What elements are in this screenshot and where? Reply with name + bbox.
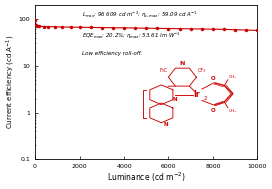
Y-axis label: Current efficiency (cd A$^{-1}$): Current efficiency (cd A$^{-1}$) [5,35,17,129]
X-axis label: Luminance (cd m$^{-2}$): Luminance (cd m$^{-2}$) [107,171,186,184]
Text: $EQE_{\rm max}$: 20.2%; $\eta_{\rm max}$: 53.61 lm W$^{-1}$: $EQE_{\rm max}$: 20.2%; $\eta_{\rm max}$… [82,31,181,41]
Text: Low efficiency roll-off.: Low efficiency roll-off. [82,51,142,56]
Text: $L_{\rm max}$: 96 609 cd m$^{-2}$; $\eta_{c,\rm max}$: 59.09 cd A$^{-1}$: $L_{\rm max}$: 96 609 cd m$^{-2}$; $\eta… [82,9,198,19]
